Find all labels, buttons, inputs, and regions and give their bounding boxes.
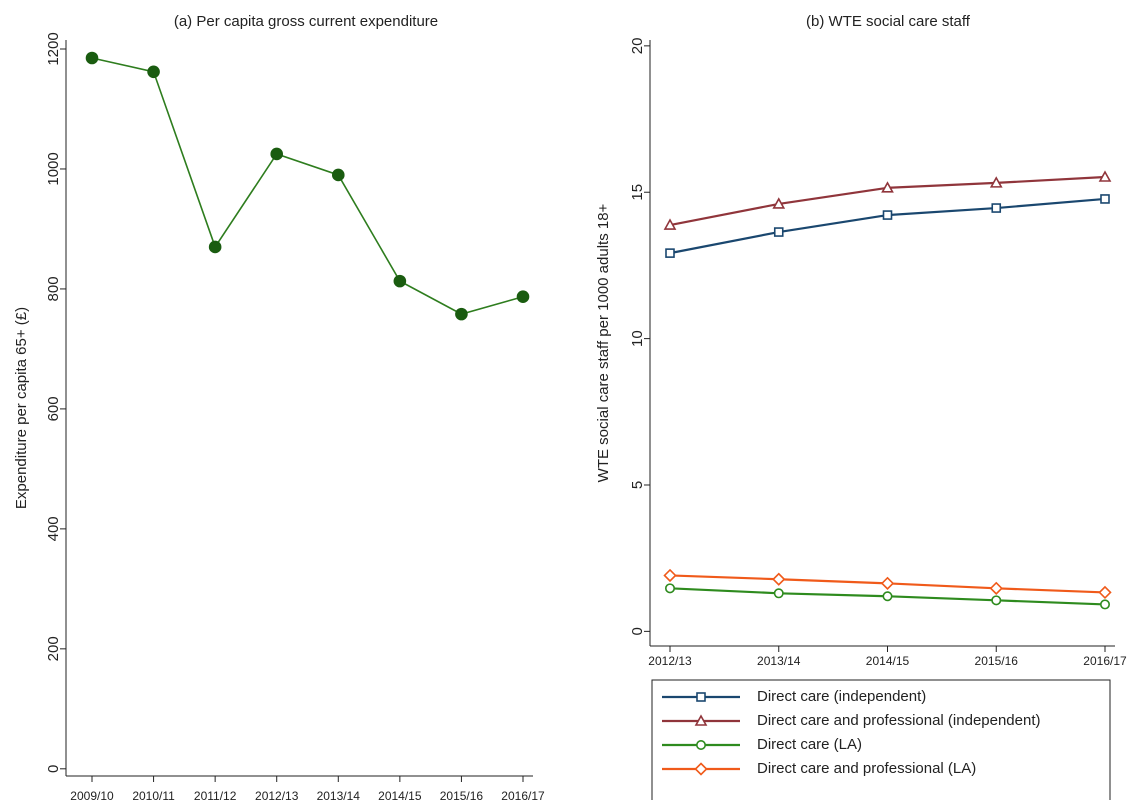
series-line — [91, 57, 524, 315]
legend-marker — [694, 714, 708, 726]
legend-label: Direct care and professional (LA) — [757, 760, 976, 777]
legend-marker — [696, 692, 706, 702]
y-axis-title: WTE social care staff per 1000 adults 18… — [595, 203, 612, 482]
point — [393, 274, 407, 288]
x-tick-label: 2016/17 — [501, 789, 545, 800]
y-tick-label: 400 — [45, 516, 62, 541]
point — [455, 307, 468, 321]
point — [991, 203, 1002, 213]
point — [208, 240, 222, 254]
x-tick-label: 2015/16 — [440, 789, 484, 800]
x-tick-label: 2014/15 — [866, 654, 910, 668]
x-tick-label: 2009/10 — [70, 789, 114, 800]
y-tick-label: 15 — [629, 184, 646, 201]
point — [882, 210, 893, 220]
point — [880, 576, 895, 590]
x-tick-label: 2014/15 — [378, 789, 422, 800]
y-axis-title: Expenditure per capita 65+ (£) — [13, 307, 30, 509]
y-tick-label: 800 — [45, 276, 62, 301]
point — [147, 65, 160, 79]
x-tick-label: 2010/11 — [132, 789, 175, 800]
point — [1098, 170, 1112, 182]
point — [270, 147, 284, 161]
legend-label: Direct care (independent) — [757, 688, 926, 705]
series-line — [669, 197, 1106, 255]
point — [881, 181, 894, 193]
chart-title: (b) WTE social care staff — [806, 13, 971, 30]
y-tick-label: 10 — [629, 330, 646, 347]
point — [1100, 194, 1110, 204]
y-tick-label: 5 — [629, 481, 646, 489]
x-tick-label: 2012/13 — [255, 789, 299, 800]
point — [991, 595, 1002, 606]
point — [773, 588, 784, 599]
point — [663, 218, 677, 230]
point — [772, 197, 786, 209]
chart-title: (a) Per capita gross current expenditure — [174, 13, 438, 30]
point — [331, 168, 345, 182]
y-tick-label: 600 — [45, 396, 62, 421]
point — [664, 583, 675, 594]
legend-marker — [694, 762, 708, 776]
point — [1100, 599, 1111, 610]
legend-marker — [695, 739, 706, 750]
point — [989, 581, 1003, 595]
y-tick-label: 1200 — [45, 32, 62, 65]
legend-label: Direct care and professional (independen… — [757, 712, 1041, 729]
y-tick-label: 0 — [45, 765, 62, 773]
point — [516, 290, 530, 304]
y-tick-label: 0 — [629, 627, 646, 635]
y-tick-label: 1000 — [45, 152, 62, 185]
x-tick-label: 2011/12 — [194, 789, 237, 800]
x-tick-label: 2013/14 — [757, 654, 801, 668]
legend-box — [651, 679, 1111, 800]
x-tick-label: 2012/13 — [648, 654, 692, 668]
x-tick-label: 2013/14 — [317, 789, 361, 800]
point — [882, 591, 893, 602]
point — [773, 227, 784, 237]
point — [772, 572, 786, 586]
y-tick-label: 200 — [45, 636, 62, 661]
point — [665, 248, 675, 258]
point — [85, 51, 99, 65]
legend-label: Direct care (LA) — [757, 736, 862, 753]
y-tick-label: 20 — [629, 38, 646, 55]
point — [989, 176, 1003, 188]
point — [663, 568, 677, 583]
x-tick-label: 2016/17 — [1083, 654, 1127, 668]
x-tick-label: 2015/16 — [975, 654, 1019, 668]
point — [1098, 585, 1112, 600]
